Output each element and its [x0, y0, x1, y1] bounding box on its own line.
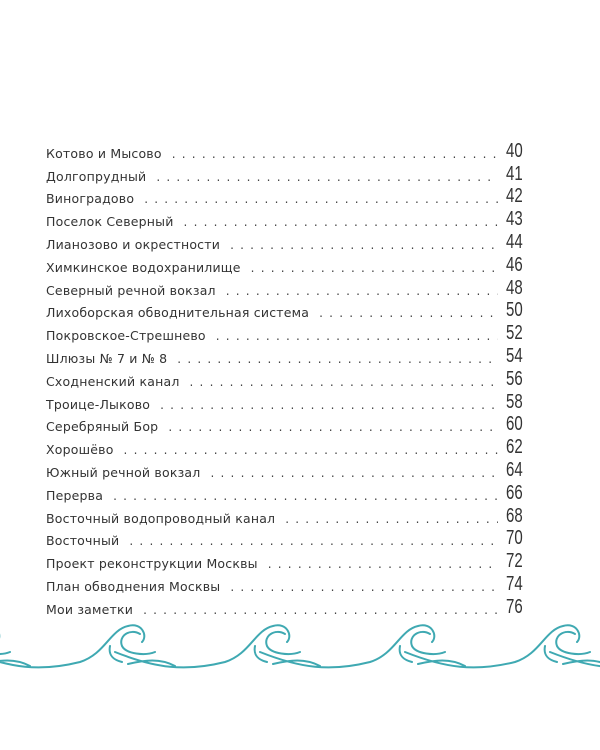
leader-dots — [226, 284, 498, 298]
leader-dots — [190, 375, 498, 389]
toc-entry-page: 44 — [506, 230, 523, 253]
toc-entry[interactable]: Шлюзы № 7 и № 8 54 — [46, 343, 528, 366]
leader-dots — [168, 420, 498, 434]
toc-entry[interactable]: Виноградово 42 — [46, 184, 528, 208]
toc-entry[interactable]: Южный речной вокзал 64 — [46, 457, 528, 480]
toc-entry[interactable]: Хорошёво 62 — [46, 434, 528, 457]
toc-entry-page: 74 — [506, 572, 523, 595]
leader-dots — [319, 306, 498, 320]
toc-entry-title: Проект реконструкции Москвы — [46, 556, 258, 572]
leader-dots — [216, 329, 498, 343]
toc-entry-title: Троице-Лыково — [46, 396, 151, 412]
toc-entry-page: 50 — [506, 299, 523, 322]
toc-entry-title: Котово и Мысово — [46, 145, 162, 161]
toc-entry-page: 46 — [506, 253, 523, 276]
toc-entry-page: 43 — [506, 208, 523, 231]
leader-dots — [156, 170, 498, 184]
toc-entry[interactable]: Серебряный Бор 60 — [46, 412, 528, 436]
leader-dots — [124, 443, 498, 457]
toc-entry[interactable]: Поселок Северный 43 — [46, 206, 528, 229]
toc-entry[interactable]: Котово и Мысово 40 — [46, 138, 528, 161]
leader-dots — [285, 512, 498, 526]
toc-entry[interactable]: Лианозово и окрестности 44 — [46, 229, 528, 252]
toc-entry-page: 62 — [506, 436, 523, 459]
leader-dots — [143, 603, 498, 617]
toc-entry[interactable]: Восточный водопроводный канал 68 — [46, 503, 528, 526]
toc-entry[interactable]: Мои заметки 76 — [46, 594, 528, 617]
wave-ornament — [0, 624, 600, 669]
toc-entry[interactable]: Лихоборская обводнительная система 50 — [46, 298, 528, 322]
toc-entry[interactable]: Долгопрудный 41 — [46, 161, 528, 184]
toc-entry-title: Северный речной вокзал — [46, 282, 216, 298]
toc-entry-page: 76 — [506, 595, 523, 618]
toc-entry[interactable]: Восточный 70 — [46, 526, 528, 550]
toc-entry-page: 64 — [506, 458, 523, 481]
toc-entry-title: Химкинское водохранилище — [46, 259, 241, 275]
toc-entry-page: 60 — [506, 413, 523, 436]
toc-entry[interactable]: Северный речной вокзал 48 — [46, 275, 528, 298]
toc-entry-page: 68 — [506, 504, 523, 527]
toc-entry[interactable]: Химкинское водохранилище 46 — [46, 252, 528, 275]
toc-entry-page: 40 — [506, 139, 523, 162]
toc-entry-title: Покровское-Стрешнево — [46, 328, 206, 344]
wave-path — [0, 624, 600, 669]
leader-dots — [210, 466, 498, 480]
toc-entry-page: 72 — [506, 550, 523, 573]
toc-entry-title: Перерва — [46, 487, 104, 503]
toc-entry-page: 42 — [506, 185, 523, 208]
toc-entry-title: Шлюзы № 7 и № 8 — [46, 350, 168, 366]
toc-entry-page: 48 — [506, 276, 523, 299]
toc-entry-title: Хорошёво — [46, 442, 114, 458]
toc-entry-title: Виноградово — [46, 191, 135, 207]
leader-dots — [172, 147, 498, 161]
toc-entry-title: Южный речной вокзал — [46, 464, 201, 480]
toc-entry-title: Восточный — [46, 533, 120, 549]
toc-entry[interactable]: Сходненский канал 56 — [46, 366, 528, 389]
leader-dots — [230, 238, 498, 252]
toc-entry-title: Лихоборская обводнительная система — [46, 305, 310, 321]
toc-entry-title: Лианозово и окрестности — [46, 236, 221, 252]
leader-dots — [129, 534, 498, 548]
toc-entry-title: Восточный водопроводный канал — [46, 510, 276, 526]
toc-entry-title: Сходненский канал — [46, 373, 180, 389]
toc-entry-page: 58 — [506, 390, 523, 413]
toc-entry-title: Долгопрудный — [46, 168, 147, 184]
table-of-contents: Котово и Мысово40Долгопрудный41Виноградо… — [46, 138, 528, 617]
toc-entry-title: Поселок Северный — [46, 214, 174, 230]
toc-entry-page: 52 — [506, 322, 523, 345]
toc-entry-page: 66 — [506, 481, 523, 504]
toc-entry-title: Мои заметки — [46, 601, 134, 617]
leader-dots — [268, 557, 498, 571]
toc-entry[interactable]: Троице-Лыково 58 — [46, 389, 528, 412]
leader-dots — [230, 580, 498, 594]
toc-entry[interactable]: Проект реконструкции Москвы 72 — [46, 548, 528, 571]
toc-entry[interactable]: Покровское-Стрешнево 52 — [46, 320, 528, 343]
toc-entry[interactable]: Перерва 66 — [46, 480, 528, 503]
toc-entry[interactable]: План обводнения Москвы 74 — [46, 571, 528, 594]
toc-entry-page: 56 — [506, 367, 523, 390]
toc-entry-title: Серебряный Бор — [46, 419, 159, 435]
leader-dots — [251, 261, 498, 275]
leader-dots — [177, 352, 498, 366]
toc-entry-page: 70 — [506, 527, 523, 550]
toc-entry-title: План обводнения Москвы — [46, 578, 221, 594]
leader-dots — [160, 398, 498, 412]
leader-dots — [113, 489, 498, 503]
toc-entry-page: 41 — [506, 162, 523, 185]
leader-dots — [184, 215, 498, 229]
toc-entry-page: 54 — [506, 344, 523, 367]
leader-dots — [144, 192, 498, 206]
